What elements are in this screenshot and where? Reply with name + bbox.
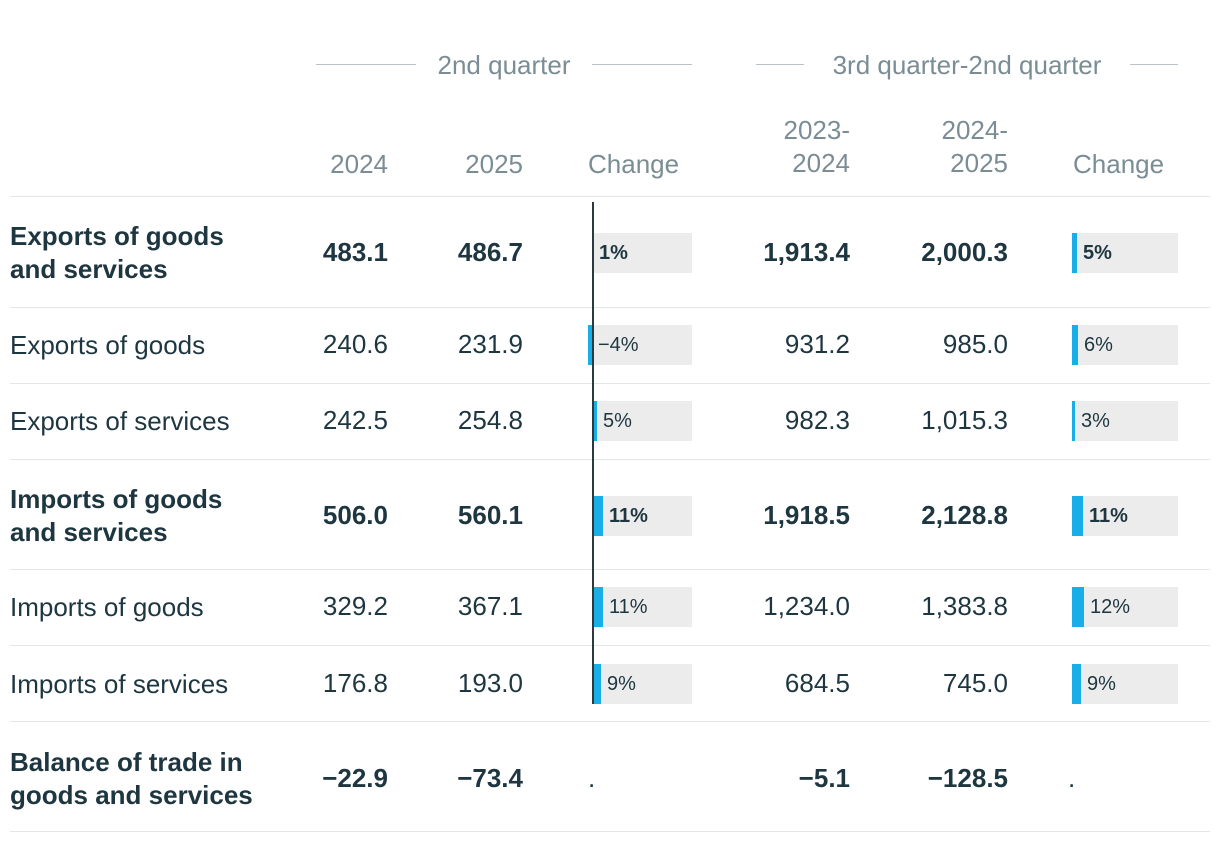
group-rule-left: [316, 64, 416, 65]
column-header-2023-2024: 2023- 2024: [710, 114, 851, 180]
cell-v2024: 242.5: [322, 405, 388, 435]
group-rule-left: [756, 64, 804, 65]
row-label: Balance of trade in goods and services: [10, 747, 253, 810]
change-q2-bar: [592, 401, 597, 441]
cell-v2025: 193.0: [457, 668, 523, 698]
cell-r2: 1,383.8: [921, 591, 1008, 621]
row-label: Imports of services: [10, 668, 229, 699]
change-ytd-bar-bg: 3%: [1072, 401, 1178, 441]
change-q2-bar-bg: 9%: [592, 664, 692, 704]
change-ytd-bar: [1072, 325, 1078, 365]
column-header-2023-2024-line1: 2023-: [783, 115, 851, 145]
cell-r1: 1,913.4: [763, 237, 850, 267]
column-header-2025: 2025: [465, 149, 523, 179]
change-q2-bar: [592, 496, 603, 536]
cell-v2024: 329.2: [322, 591, 388, 621]
cell-r2: 2,128.8: [921, 500, 1008, 530]
row-separator: [10, 569, 1210, 570]
cell-r2: 745.0: [942, 668, 1008, 698]
change-q2-bar-bg: 5%: [592, 401, 692, 441]
column-header-2023-2024-line2: 2024: [792, 148, 850, 178]
cell-v2024: 240.6: [322, 329, 388, 359]
change-ytd-bar-bg: 12%: [1072, 587, 1178, 627]
cell-r2: 985.0: [942, 329, 1008, 359]
cell-r2: −128.5: [927, 763, 1008, 793]
cell-r1: 1,234.0: [763, 591, 850, 621]
group-title-ytd: 3rd quarter-2nd quarter: [832, 50, 1102, 80]
change-q2-na: .: [588, 763, 596, 793]
zero-axis-q2: [592, 202, 594, 704]
cell-r1: 931.2: [784, 329, 850, 359]
cell-v2025: 367.1: [457, 591, 523, 621]
cell-r1: 1,918.5: [763, 500, 850, 530]
cell-v2025: 560.1: [457, 500, 523, 530]
row-separator: [10, 645, 1210, 646]
cell-v2025: 231.9: [457, 329, 523, 359]
change-q2-label: −4%: [598, 334, 639, 356]
row-label: Exports of goods: [10, 329, 206, 360]
cell-v2025: −73.4: [457, 763, 523, 793]
change-ytd-label: 9%: [1087, 673, 1116, 695]
change-ytd-bar: [1072, 496, 1083, 536]
row-label: Exports of goods and services: [10, 221, 224, 284]
cell-r2: 2,000.3: [921, 237, 1008, 267]
change-q2-bar: [592, 587, 603, 627]
cell-r1: 982.3: [784, 405, 850, 435]
change-q2-bar-bg: 11%: [592, 496, 692, 536]
row-separator: [10, 459, 1210, 460]
change-q2-bar: [592, 664, 601, 704]
row-label: Exports of services: [10, 405, 230, 436]
change-ytd-na: .: [1068, 763, 1076, 793]
change-q2-bar-bg: 11%: [592, 587, 692, 627]
cell-r1: 684.5: [784, 668, 850, 698]
change-q2-label: 5%: [603, 410, 632, 432]
change-ytd-bar-bg: 9%: [1072, 664, 1178, 704]
change-ytd-label: 5%: [1083, 242, 1112, 264]
change-q2-bar: [588, 325, 592, 365]
row-separator: [10, 307, 1210, 308]
change-ytd-label: 3%: [1081, 410, 1110, 432]
change-ytd-bar: [1072, 587, 1084, 627]
change-ytd-bar: [1072, 401, 1075, 441]
change-q2-label: 11%: [609, 596, 648, 618]
group-header-ytd: 3rd quarter-2nd quarter: [756, 50, 1178, 80]
row-separator: [10, 721, 1210, 722]
change-q2-label: 11%: [609, 505, 648, 527]
row-label: Imports of goods: [10, 591, 204, 622]
cell-r1: −5.1: [798, 763, 850, 793]
change-q2-label: 9%: [607, 673, 636, 695]
change-ytd-bar-bg: 11%: [1072, 496, 1178, 536]
column-header-2024-2025-line1: 2024-: [941, 115, 1009, 145]
change-ytd-bar: [1072, 233, 1077, 273]
cell-v2025: 254.8: [457, 405, 523, 435]
group-rule-right: [1130, 64, 1178, 65]
change-q2-bar-bg: −4%: [588, 325, 692, 365]
change-q2-bar-bg: 1%: [592, 233, 692, 273]
group-rule-right: [592, 64, 692, 65]
row-separator: [10, 831, 1210, 832]
cell-v2024: 483.1: [322, 237, 388, 267]
cell-v2025: 486.7: [457, 237, 523, 267]
change-ytd-bar: [1072, 664, 1081, 704]
change-q2-label: 1%: [599, 242, 628, 264]
cell-v2024: −22.9: [322, 763, 388, 793]
row-separator: [10, 383, 1210, 384]
column-header-2024-2025-line2: 2025: [950, 148, 1008, 178]
column-header-2024: 2024: [330, 149, 388, 179]
change-ytd-label: 11%: [1089, 505, 1128, 527]
column-header-2024-2025: 2024- 2025: [868, 114, 1009, 180]
cell-v2024: 506.0: [322, 500, 388, 530]
change-ytd-label: 12%: [1090, 596, 1131, 618]
change-ytd-bar-bg: 5%: [1072, 233, 1178, 273]
change-ytd-bar-bg: 6%: [1072, 325, 1178, 365]
header-separator: [10, 196, 1210, 197]
change-ytd-label: 6%: [1084, 334, 1113, 356]
column-header-change-ytd: Change: [1073, 149, 1165, 179]
group-header-2nd-quarter: 2nd quarter: [316, 50, 692, 80]
cell-v2024: 176.8: [322, 668, 388, 698]
row-label: Imports of goods and services: [10, 484, 223, 547]
cell-r2: 1,015.3: [921, 405, 1008, 435]
column-header-change-q2: Change: [588, 149, 680, 179]
group-title-2nd-quarter: 2nd quarter: [437, 50, 571, 80]
